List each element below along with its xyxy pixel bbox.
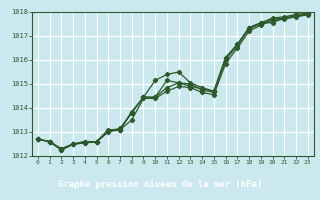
- Text: Graphe pression niveau de la mer (hPa): Graphe pression niveau de la mer (hPa): [58, 180, 262, 189]
